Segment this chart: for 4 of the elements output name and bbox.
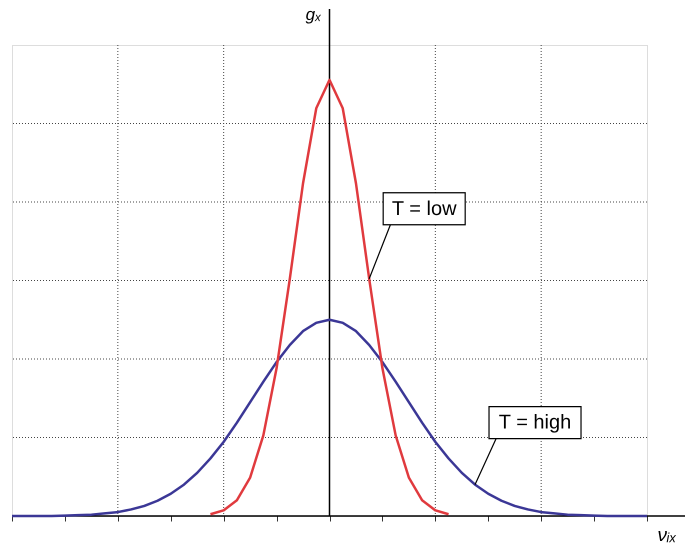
series-label: T = low bbox=[392, 198, 458, 220]
y-axis-title: gₓ bbox=[306, 5, 322, 24]
text: T = high bbox=[498, 412, 572, 434]
x-axis-title: νᵢₓ bbox=[657, 525, 677, 546]
